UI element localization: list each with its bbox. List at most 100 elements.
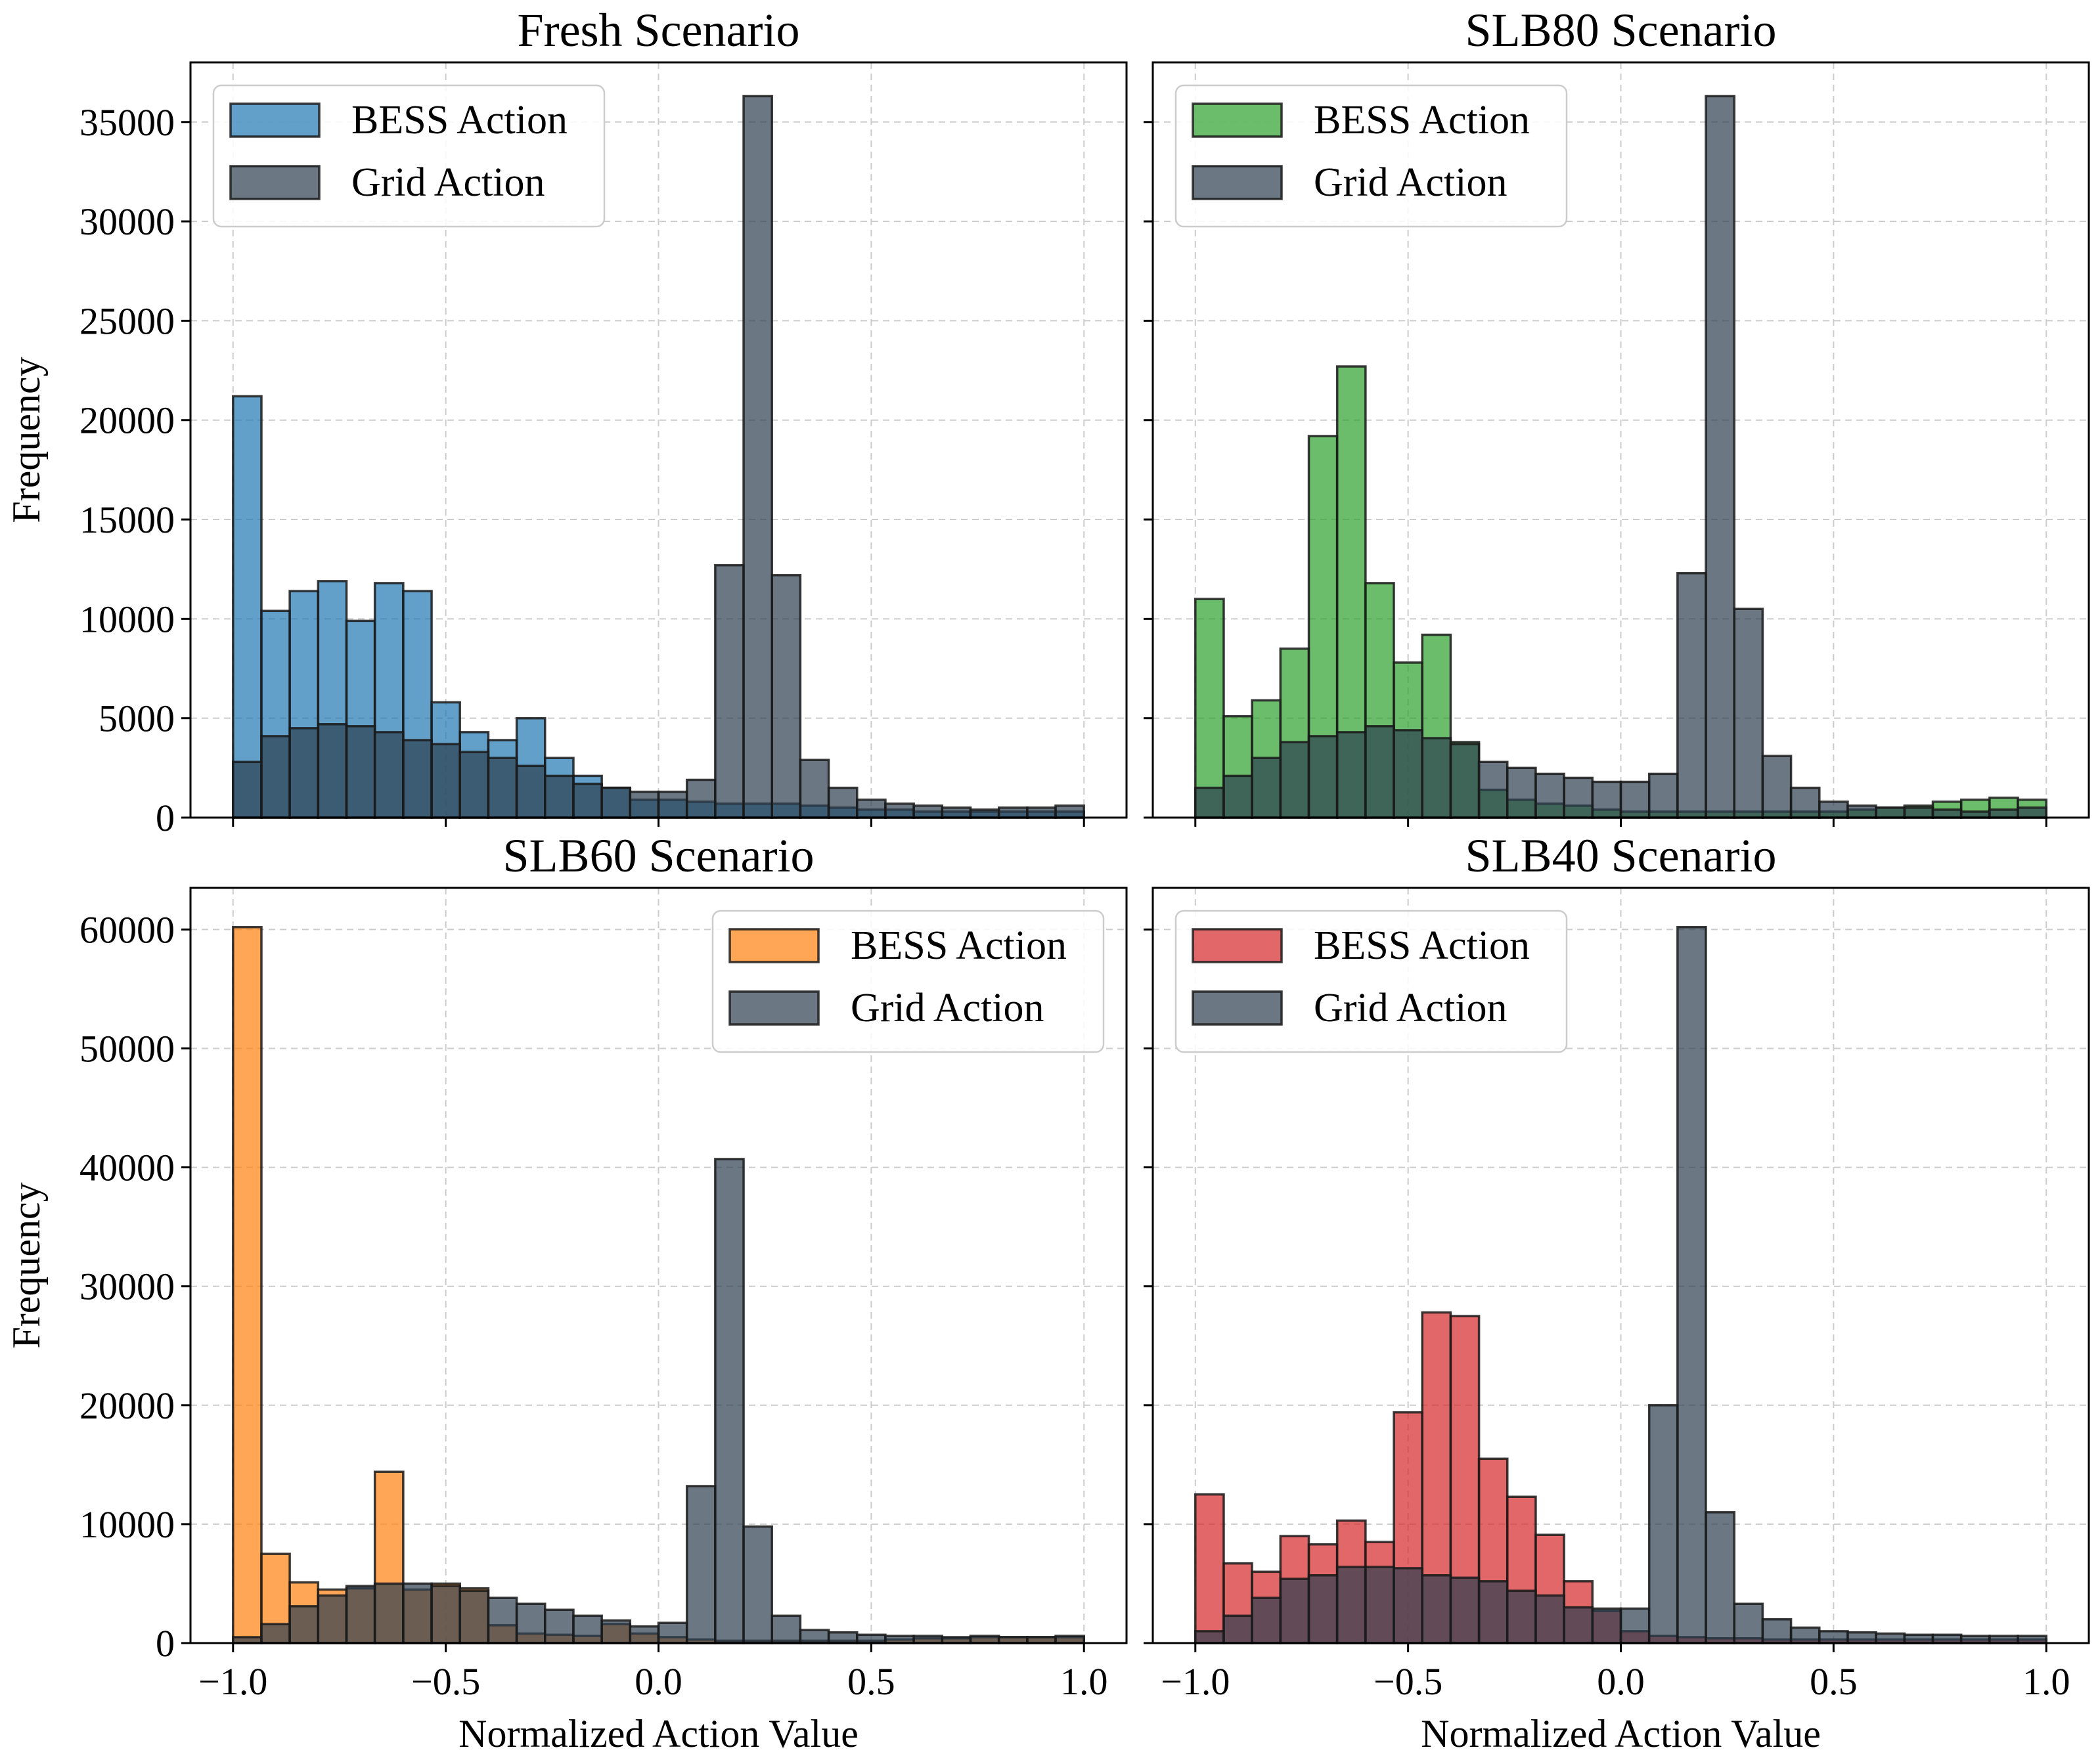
histogram-bar [969, 1635, 1000, 1644]
chart-title: SLB40 Scenario [1465, 829, 1777, 882]
legend-label: BESS Action [851, 923, 1067, 968]
histogram-bar [458, 751, 490, 819]
histogram-bar [1619, 1607, 1651, 1644]
histogram-bar [1733, 1602, 1764, 1644]
histogram-bar [1619, 780, 1651, 819]
histogram-bar [1988, 808, 2019, 819]
histogram-bar [1647, 1404, 1679, 1644]
histogram-bar [345, 725, 376, 819]
histogram-bar [373, 1582, 405, 1644]
histogram-bar [1449, 1576, 1481, 1644]
histogram-bar [799, 1629, 830, 1644]
histogram-bar [1194, 1630, 1225, 1644]
histogram-bar [941, 806, 972, 819]
histogram-bar [771, 1614, 802, 1644]
histogram-bar [714, 563, 745, 819]
histogram-bar [1393, 729, 1423, 819]
histogram-bar [1364, 1566, 1395, 1644]
histogram-bar [402, 1582, 433, 1644]
histogram-bar [1789, 786, 1821, 819]
legend: BESS Action Grid Action [1174, 910, 1568, 1053]
histogram-bar [1846, 804, 1877, 819]
histogram-bar [515, 1602, 547, 1644]
chart-title: SLB80 Scenario [1465, 4, 1777, 56]
legend-swatch [1192, 928, 1283, 963]
legend-label: Grid Action [1314, 160, 1507, 205]
histogram-bar [657, 790, 688, 819]
series-grid-action [232, 95, 1085, 819]
legend-swatch [1192, 165, 1283, 200]
histogram-bar [912, 804, 944, 819]
histogram-bar [1676, 926, 1707, 1644]
histogram-bar [827, 786, 859, 819]
y-tick-label: 30000 [79, 1265, 175, 1308]
histogram-bar [1054, 1635, 1085, 1644]
y-tick-label: 0 [156, 1622, 175, 1665]
y-tick-label: 5000 [99, 697, 175, 740]
histogram-bar [1676, 572, 1707, 819]
y-tick-label: 20000 [79, 399, 175, 442]
histogram-bar [1875, 806, 1906, 819]
histogram-bar [657, 1621, 688, 1644]
legend: BESS Action Grid Action [711, 910, 1105, 1053]
histogram-bar [572, 782, 603, 819]
histogram-bar [997, 806, 1029, 819]
histogram-bar [544, 1608, 575, 1644]
histogram-bar [1194, 598, 1225, 819]
y-tick-label: 10000 [79, 598, 175, 640]
legend-swatch [728, 990, 820, 1026]
histogram-bar [2017, 806, 2047, 819]
panel-slb80-scenario: SLB80 Scenario BESS Action Grid Action [1144, 4, 2090, 827]
histogram-bar [458, 1589, 490, 1644]
histogram-bar [1279, 1577, 1310, 1644]
histogram-bar [714, 1158, 745, 1644]
histogram-bar [1364, 725, 1395, 819]
histogram-bar [1789, 1626, 1821, 1644]
panel-slb40-scenario: −1.0 −0.5 0.0 0.5 1.0 SLB40 Scenario Normalize… [1144, 829, 2090, 1755]
histogram-bar [1534, 1594, 1565, 1644]
histogram-bar [1705, 95, 1735, 819]
histogram-bar [1506, 766, 1537, 819]
histogram-bar [1222, 1614, 1253, 1644]
histogram-bar [572, 1614, 603, 1644]
x-axis-label: Normalized Action Value [1421, 1712, 1821, 1755]
histogram-bar [1705, 1511, 1735, 1644]
legend-label: Grid Action [851, 986, 1044, 1030]
legend-swatch [229, 102, 321, 138]
histogram-bar [515, 764, 547, 819]
legend-swatch [1192, 990, 1283, 1026]
histogram-bar [430, 743, 461, 819]
x-tick-label: 1.0 [1060, 1660, 1108, 1703]
legend: BESS Action Grid Action [212, 84, 606, 228]
legend-label: Grid Action [351, 160, 545, 205]
y-tick-label: 50000 [79, 1027, 175, 1070]
histogram-bar [1194, 1493, 1225, 1644]
legend-swatch [728, 928, 820, 963]
histogram-bar [260, 1623, 291, 1644]
histogram-bar [1194, 786, 1225, 819]
histogram-bar [1931, 1633, 1963, 1644]
histogram-bar [771, 574, 802, 819]
histogram-bar [600, 786, 632, 819]
histogram-bar [856, 799, 887, 819]
legend-label: BESS Action [1314, 98, 1530, 143]
histogram-bar [1903, 806, 1934, 819]
histogram-bar [1421, 737, 1452, 819]
histogram-bar [288, 1605, 320, 1644]
histogram-bar [1477, 760, 1509, 819]
histogram-bar [969, 808, 1000, 819]
histogram-bar [629, 790, 660, 819]
histogram-bar [487, 1596, 518, 1644]
histogram-bar [487, 757, 518, 819]
histogram-bar [799, 758, 830, 819]
x-tick-label: 0.5 [847, 1660, 895, 1703]
histogram-bar [1875, 1632, 1906, 1644]
histogram-bar [402, 739, 433, 819]
histogram-bar [856, 1633, 887, 1644]
histogram-bar [1279, 741, 1310, 819]
histogram-bar [1307, 1574, 1339, 1644]
y-tick-label: 30000 [79, 200, 175, 243]
histogram-bar [1591, 1607, 1622, 1644]
histogram-bar [1818, 801, 1849, 819]
histogram-bar [1307, 735, 1339, 819]
